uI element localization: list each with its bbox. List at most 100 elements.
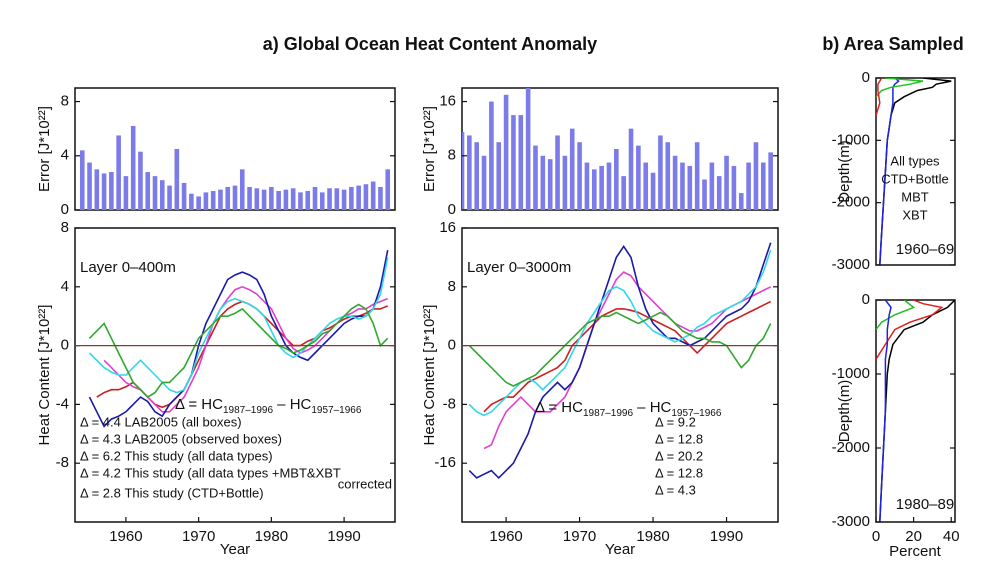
formula: Δ = HC1987–1996 – HC1957–1966 <box>175 396 362 416</box>
formula: Δ = HC1987–1996 – HC1957–1966 <box>535 399 722 419</box>
legend-entry: Δ = 20.2 <box>655 448 703 463</box>
bar <box>628 128 634 210</box>
formula-part: Δ = HC <box>535 399 583 416</box>
legend-entry: Δ = 4.3 LAB2005 (observed boxes) <box>80 431 282 446</box>
y-tick-label: 8 <box>61 219 69 236</box>
bar <box>341 189 347 210</box>
y-axis-label: Error [J*10²²] <box>421 106 438 192</box>
bar <box>276 191 281 210</box>
plot-area <box>461 227 779 523</box>
bar <box>261 189 267 210</box>
formula-part: – HC <box>273 396 312 413</box>
formula-part: 1957–1966 <box>311 405 361 416</box>
plot-content <box>88 249 389 428</box>
bar <box>665 142 671 210</box>
y-tick-label: 4 <box>61 147 69 164</box>
bar <box>753 142 759 210</box>
bar <box>569 128 575 210</box>
bar <box>181 182 187 210</box>
bar <box>702 179 707 210</box>
bar <box>196 196 201 210</box>
bar <box>525 88 531 210</box>
bar <box>709 162 715 210</box>
legend-entry: Δ = 4.2 This study (all data types +MBT&… <box>80 465 341 480</box>
bar <box>87 162 92 210</box>
plot-content <box>876 78 952 265</box>
plot-area <box>461 87 779 211</box>
y-axis-label: Error [J*10²²] <box>36 106 53 192</box>
bar <box>116 135 121 210</box>
bar <box>254 188 260 210</box>
bar <box>694 142 700 210</box>
profile-line <box>876 78 883 116</box>
y-tick-label: -8 <box>443 395 456 412</box>
x-tick-label: 0 <box>872 528 880 545</box>
legend-entry: XBT <box>902 207 927 222</box>
legend-entry: CTD+Bottle <box>881 171 949 186</box>
bar <box>312 186 318 210</box>
bar <box>643 162 649 210</box>
plot-area <box>875 299 956 523</box>
bar <box>319 192 325 210</box>
bar <box>138 151 143 210</box>
bar <box>298 192 303 210</box>
bar <box>210 191 216 210</box>
y-axis-label: Heat Content [J*10²²] <box>36 305 53 446</box>
y-tick-label: -1000 <box>832 131 870 148</box>
y-tick-label: 8 <box>61 93 69 110</box>
bar <box>79 150 85 210</box>
y-tick-label: -3000 <box>832 513 870 530</box>
bar <box>232 185 238 210</box>
formula-part: 1987–1996 <box>223 405 273 416</box>
y-axis-label: Depth(m) <box>836 140 853 203</box>
y-tick-label: -16 <box>434 454 456 471</box>
bar <box>496 142 502 210</box>
bar <box>562 155 568 210</box>
x-tick-label: 1970 <box>182 528 215 545</box>
y-tick-label: 0 <box>61 201 69 218</box>
plot-area <box>875 77 956 266</box>
bar <box>636 145 641 210</box>
y-tick-label: 16 <box>439 93 456 110</box>
bar <box>101 173 107 210</box>
x-tick-label: 1990 <box>327 528 360 545</box>
annotation: Layer 0–400m <box>80 259 176 276</box>
y-tick-label: 8 <box>448 147 456 164</box>
x-axis-label: Year <box>605 541 635 558</box>
x-tick-label: 1960 <box>109 528 142 545</box>
bar <box>283 189 289 210</box>
bar <box>474 142 479 210</box>
x-tick-label: 1990 <box>710 528 743 545</box>
bar <box>385 169 391 210</box>
series-line <box>88 303 389 399</box>
bar <box>724 155 729 210</box>
bar <box>152 176 158 210</box>
y-tick-label: -2000 <box>832 439 870 456</box>
bar <box>356 185 361 210</box>
bar <box>672 155 678 210</box>
legend-note: corrected <box>338 476 392 491</box>
profile-line <box>876 300 916 331</box>
x-axis-label: Year <box>220 541 250 558</box>
legend-entry: Δ = 2.8 This study (CTD+Bottle) <box>80 485 264 500</box>
bar <box>167 185 172 210</box>
series-line <box>88 257 389 394</box>
y-tick-label: 0 <box>448 201 456 218</box>
x-axis-label: Percent <box>889 543 942 560</box>
bar <box>540 155 546 210</box>
bar <box>349 186 354 210</box>
y-tick-label: -4 <box>56 395 69 412</box>
bar <box>599 165 604 210</box>
bar <box>555 135 560 210</box>
y-tick-label: -3000 <box>832 256 870 273</box>
plot-content <box>79 125 391 210</box>
plot-content <box>876 300 955 522</box>
y-axis-label: Heat Content [J*10²²] <box>421 305 438 446</box>
bar <box>378 186 383 210</box>
bar <box>174 149 180 210</box>
y-tick-label: 0 <box>862 69 870 86</box>
x-tick-label: 40 <box>943 528 960 545</box>
y-tick-label: 0 <box>448 337 456 354</box>
y-tick-label: 4 <box>61 278 69 295</box>
bar <box>614 149 619 210</box>
